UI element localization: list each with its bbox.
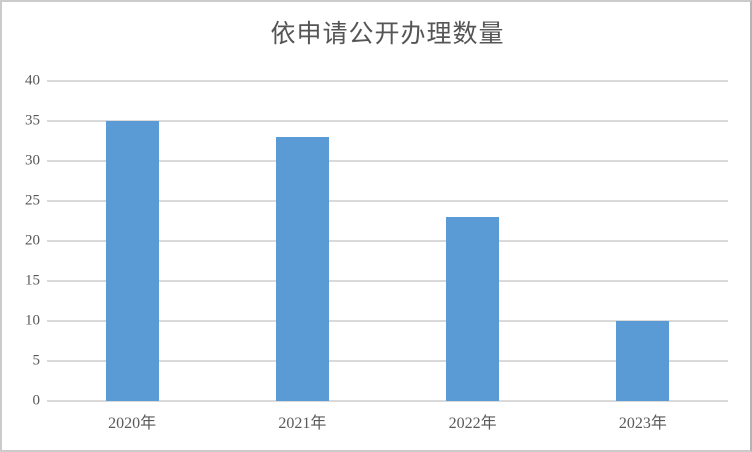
y-tick-label-10: 10 xyxy=(25,312,40,329)
y-tick-label-30: 30 xyxy=(25,152,40,169)
gridline-10 xyxy=(47,320,728,322)
bar-2023年 xyxy=(616,321,670,401)
chart-title: 依申请公开办理数量 xyxy=(270,21,505,48)
x-tick-label-2020年: 2020年 xyxy=(108,415,157,432)
gridline-25 xyxy=(47,200,728,202)
bar-2021年 xyxy=(275,137,329,401)
gridline-30 xyxy=(47,160,728,162)
gridline-20 xyxy=(47,240,728,242)
gridline-0 xyxy=(47,400,728,402)
x-axis: 2020年 2021年 2022年 2023年 xyxy=(47,409,728,433)
y-tick-label-5: 5 xyxy=(32,352,41,369)
y-tick-label-40: 40 xyxy=(25,72,40,89)
y-tick-label-35: 35 xyxy=(25,112,40,129)
y-tick-label-25: 25 xyxy=(25,192,40,209)
plot-area xyxy=(47,80,728,402)
bar-2020年 xyxy=(105,121,159,401)
gridline-5 xyxy=(47,360,728,362)
y-axis: 0 5 10 15 20 25 30 35 40 xyxy=(2,73,41,409)
y-tick-label-15: 15 xyxy=(25,272,40,289)
gridline-40 xyxy=(47,80,728,82)
gridline-15 xyxy=(47,280,728,282)
y-tick-label-0: 0 xyxy=(32,392,41,409)
x-tick-label-2023年: 2023年 xyxy=(618,415,667,432)
gridline-35 xyxy=(47,120,728,122)
x-tick-label-2021年: 2021年 xyxy=(278,415,327,432)
bar-2022年 xyxy=(446,217,500,401)
y-tick-label-20: 20 xyxy=(25,232,40,249)
x-tick-label-2022年: 2022年 xyxy=(448,415,497,432)
